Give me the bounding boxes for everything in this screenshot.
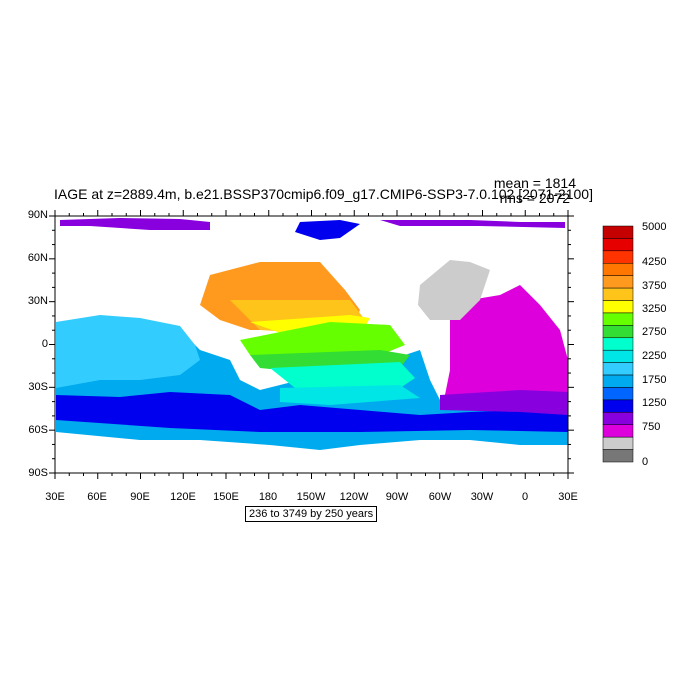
lon-label-150e: 150E (213, 491, 239, 503)
lon-label-90w: 90W (385, 491, 409, 503)
colorbar-label-3750: 3750 (642, 280, 667, 292)
colorbar-swatch (602, 449, 634, 463)
lon-label-150w: 150W (296, 491, 326, 503)
colorbar (602, 225, 634, 463)
colorbar-swatch (602, 263, 634, 276)
colorbar-label-1250: 1250 (642, 397, 667, 409)
lat-label-30n: 30N (27, 295, 48, 307)
lat-label-60s: 60S (28, 424, 48, 436)
ocean-field (56, 218, 568, 450)
colorbar-label-750: 750 (642, 421, 661, 433)
colorbar-swatch (602, 325, 634, 339)
colorbar-swatch (602, 412, 634, 425)
colorbar-label-3250: 3250 (642, 303, 667, 315)
lon-label-120e: 120E (170, 491, 196, 503)
lon-label-180: 180 (258, 491, 278, 503)
colorbar-swatch (602, 250, 634, 264)
colorbar-swatch (602, 374, 634, 388)
map-title: IAGE at z=2889.4m, b.e21.BSSP370cmip6.f0… (54, 186, 593, 202)
lon-label-30w: 30W (470, 491, 494, 503)
contour-info-box: 236 to 3749 by 250 years (245, 506, 378, 522)
rms-value: rms = 2072 (499, 190, 570, 206)
colorbar-swatch (602, 287, 634, 301)
lon-label-90e: 90E (130, 491, 150, 503)
colorbar-label-1750: 1750 (642, 374, 667, 386)
lat-label-60n: 60N (27, 252, 48, 264)
colorbar-swatch (602, 436, 634, 450)
lat-label-30s: 30S (28, 381, 48, 393)
colorbar-swatch (602, 387, 634, 401)
colorbar-label-2250: 2250 (642, 350, 667, 362)
lon-label-60w: 60W (428, 491, 452, 503)
lat-label-eq: 0 (41, 338, 48, 350)
colorbar-swatch (602, 424, 634, 438)
lon-label-0: 0 (521, 491, 529, 503)
lon-label-120w: 120W (339, 491, 369, 503)
lon-label-30e: 30E (45, 491, 65, 503)
colorbar-label-0: 0 (642, 456, 649, 468)
lat-label-90s: 90S (28, 467, 48, 479)
colorbar-swatch (602, 225, 634, 239)
colorbar-label-5000: 5000 (642, 221, 667, 233)
colorbar-swatch (602, 399, 634, 413)
colorbar-swatch (602, 337, 634, 351)
colorbar-swatch (602, 300, 634, 314)
lon-label-60e: 60E (87, 491, 107, 503)
colorbar-swatch (602, 275, 634, 289)
lon-label-30e-right: 30E (558, 491, 578, 503)
mean-value: mean = 1814 (493, 175, 576, 191)
colorbar-swatch (602, 312, 634, 326)
colorbar-swatch (602, 349, 634, 363)
colorbar-label-2750: 2750 (642, 326, 667, 338)
colorbar-swatch (602, 362, 634, 376)
axis-ticks (49, 210, 574, 479)
lat-label-90n: 90N (27, 209, 48, 221)
colorbar-label-4250: 4250 (642, 256, 667, 268)
colorbar-swatch (602, 238, 634, 252)
